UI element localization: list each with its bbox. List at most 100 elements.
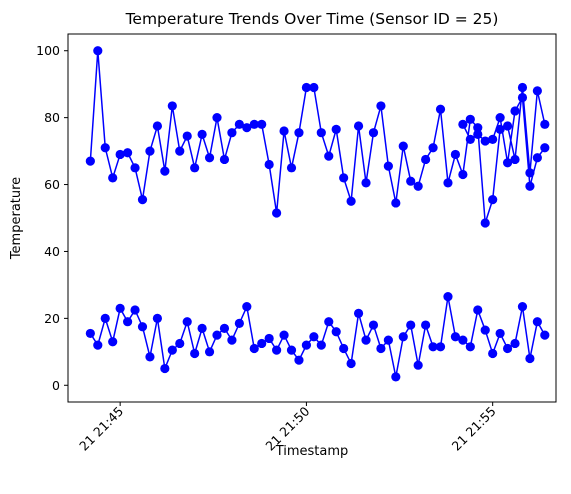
data-point	[331, 124, 341, 134]
data-point	[398, 141, 408, 151]
y-tick-label: 20	[44, 311, 60, 326]
data-point	[227, 335, 237, 345]
data-point	[182, 131, 192, 141]
data-point	[517, 302, 528, 312]
data-point	[145, 352, 155, 362]
data-point	[376, 343, 386, 354]
data-point	[480, 325, 490, 335]
data-point	[108, 337, 118, 347]
data-point	[301, 340, 312, 350]
data-point	[406, 320, 416, 330]
data-point	[502, 158, 513, 168]
data-point	[406, 176, 416, 186]
data-point	[100, 313, 110, 323]
data-point	[204, 153, 215, 163]
data-point	[428, 143, 438, 153]
data-point	[264, 159, 274, 170]
data-point	[294, 355, 304, 365]
data-point	[473, 129, 483, 139]
y-tick-label: 40	[44, 244, 60, 259]
data-point	[346, 196, 356, 206]
data-point	[502, 343, 513, 354]
data-point	[413, 181, 423, 191]
data-point	[123, 317, 133, 327]
data-point	[398, 332, 408, 342]
data-point	[257, 338, 267, 349]
x-axis-label: Timestamp	[275, 444, 349, 459]
data-point	[137, 195, 148, 205]
data-point	[368, 128, 379, 138]
data-point	[264, 333, 274, 344]
data-point	[279, 330, 289, 340]
data-point	[465, 342, 475, 352]
data-point	[532, 86, 542, 96]
data-point	[376, 101, 386, 111]
data-point	[413, 360, 423, 370]
plot-frame	[67, 33, 557, 403]
data-point	[219, 154, 230, 165]
data-point	[465, 114, 475, 124]
data-point	[480, 136, 490, 146]
data-point	[108, 173, 118, 183]
data-point	[443, 178, 453, 188]
data-point	[272, 208, 282, 218]
data-point	[473, 123, 483, 133]
data-point	[257, 119, 267, 129]
data-point	[540, 119, 550, 129]
data-point	[517, 92, 528, 103]
data-point	[421, 154, 431, 165]
data-point	[249, 343, 259, 354]
data-point	[458, 119, 468, 129]
data-point	[197, 323, 207, 333]
data-point	[309, 332, 319, 342]
data-point	[316, 128, 326, 138]
data-point	[532, 317, 542, 327]
data-point	[249, 119, 259, 129]
data-point	[435, 104, 446, 114]
data-point	[115, 149, 125, 160]
data-point	[525, 181, 535, 191]
data-point	[510, 154, 520, 165]
data-point	[510, 106, 520, 116]
data-point	[85, 328, 95, 339]
data-point	[294, 128, 304, 138]
y-axis-label: Temperature	[9, 177, 24, 260]
data-point	[532, 153, 542, 163]
data-point	[152, 121, 162, 131]
data-point	[495, 113, 505, 123]
y-tick-label: 60	[44, 177, 60, 192]
data-point	[473, 305, 483, 315]
data-point	[130, 163, 140, 173]
data-point	[540, 330, 550, 340]
data-point	[301, 82, 312, 93]
data-point	[242, 302, 252, 312]
data-point	[115, 303, 125, 313]
data-point	[339, 343, 349, 354]
data-point	[488, 348, 498, 359]
y-tick-label: 0	[52, 378, 60, 393]
data-point	[458, 335, 468, 345]
data-point	[353, 308, 364, 318]
data-point	[421, 320, 431, 330]
chart-title: Temperature Trends Over Time (Sensor ID …	[125, 10, 499, 28]
data-point	[182, 317, 192, 327]
data-point	[346, 358, 356, 369]
data-point	[525, 353, 535, 364]
data-point	[368, 320, 379, 330]
data-point	[167, 101, 177, 111]
data-point	[540, 143, 550, 153]
data-point	[316, 340, 326, 350]
data-point	[502, 121, 513, 131]
data-point	[495, 328, 505, 339]
data-point	[286, 163, 297, 173]
data-point	[160, 166, 170, 176]
data-point	[272, 345, 282, 355]
data-point	[190, 348, 200, 359]
data-point	[435, 342, 446, 352]
y-tick-label: 100	[36, 43, 60, 58]
data-point	[331, 327, 341, 337]
data-point	[234, 318, 244, 328]
data-point	[160, 363, 170, 374]
